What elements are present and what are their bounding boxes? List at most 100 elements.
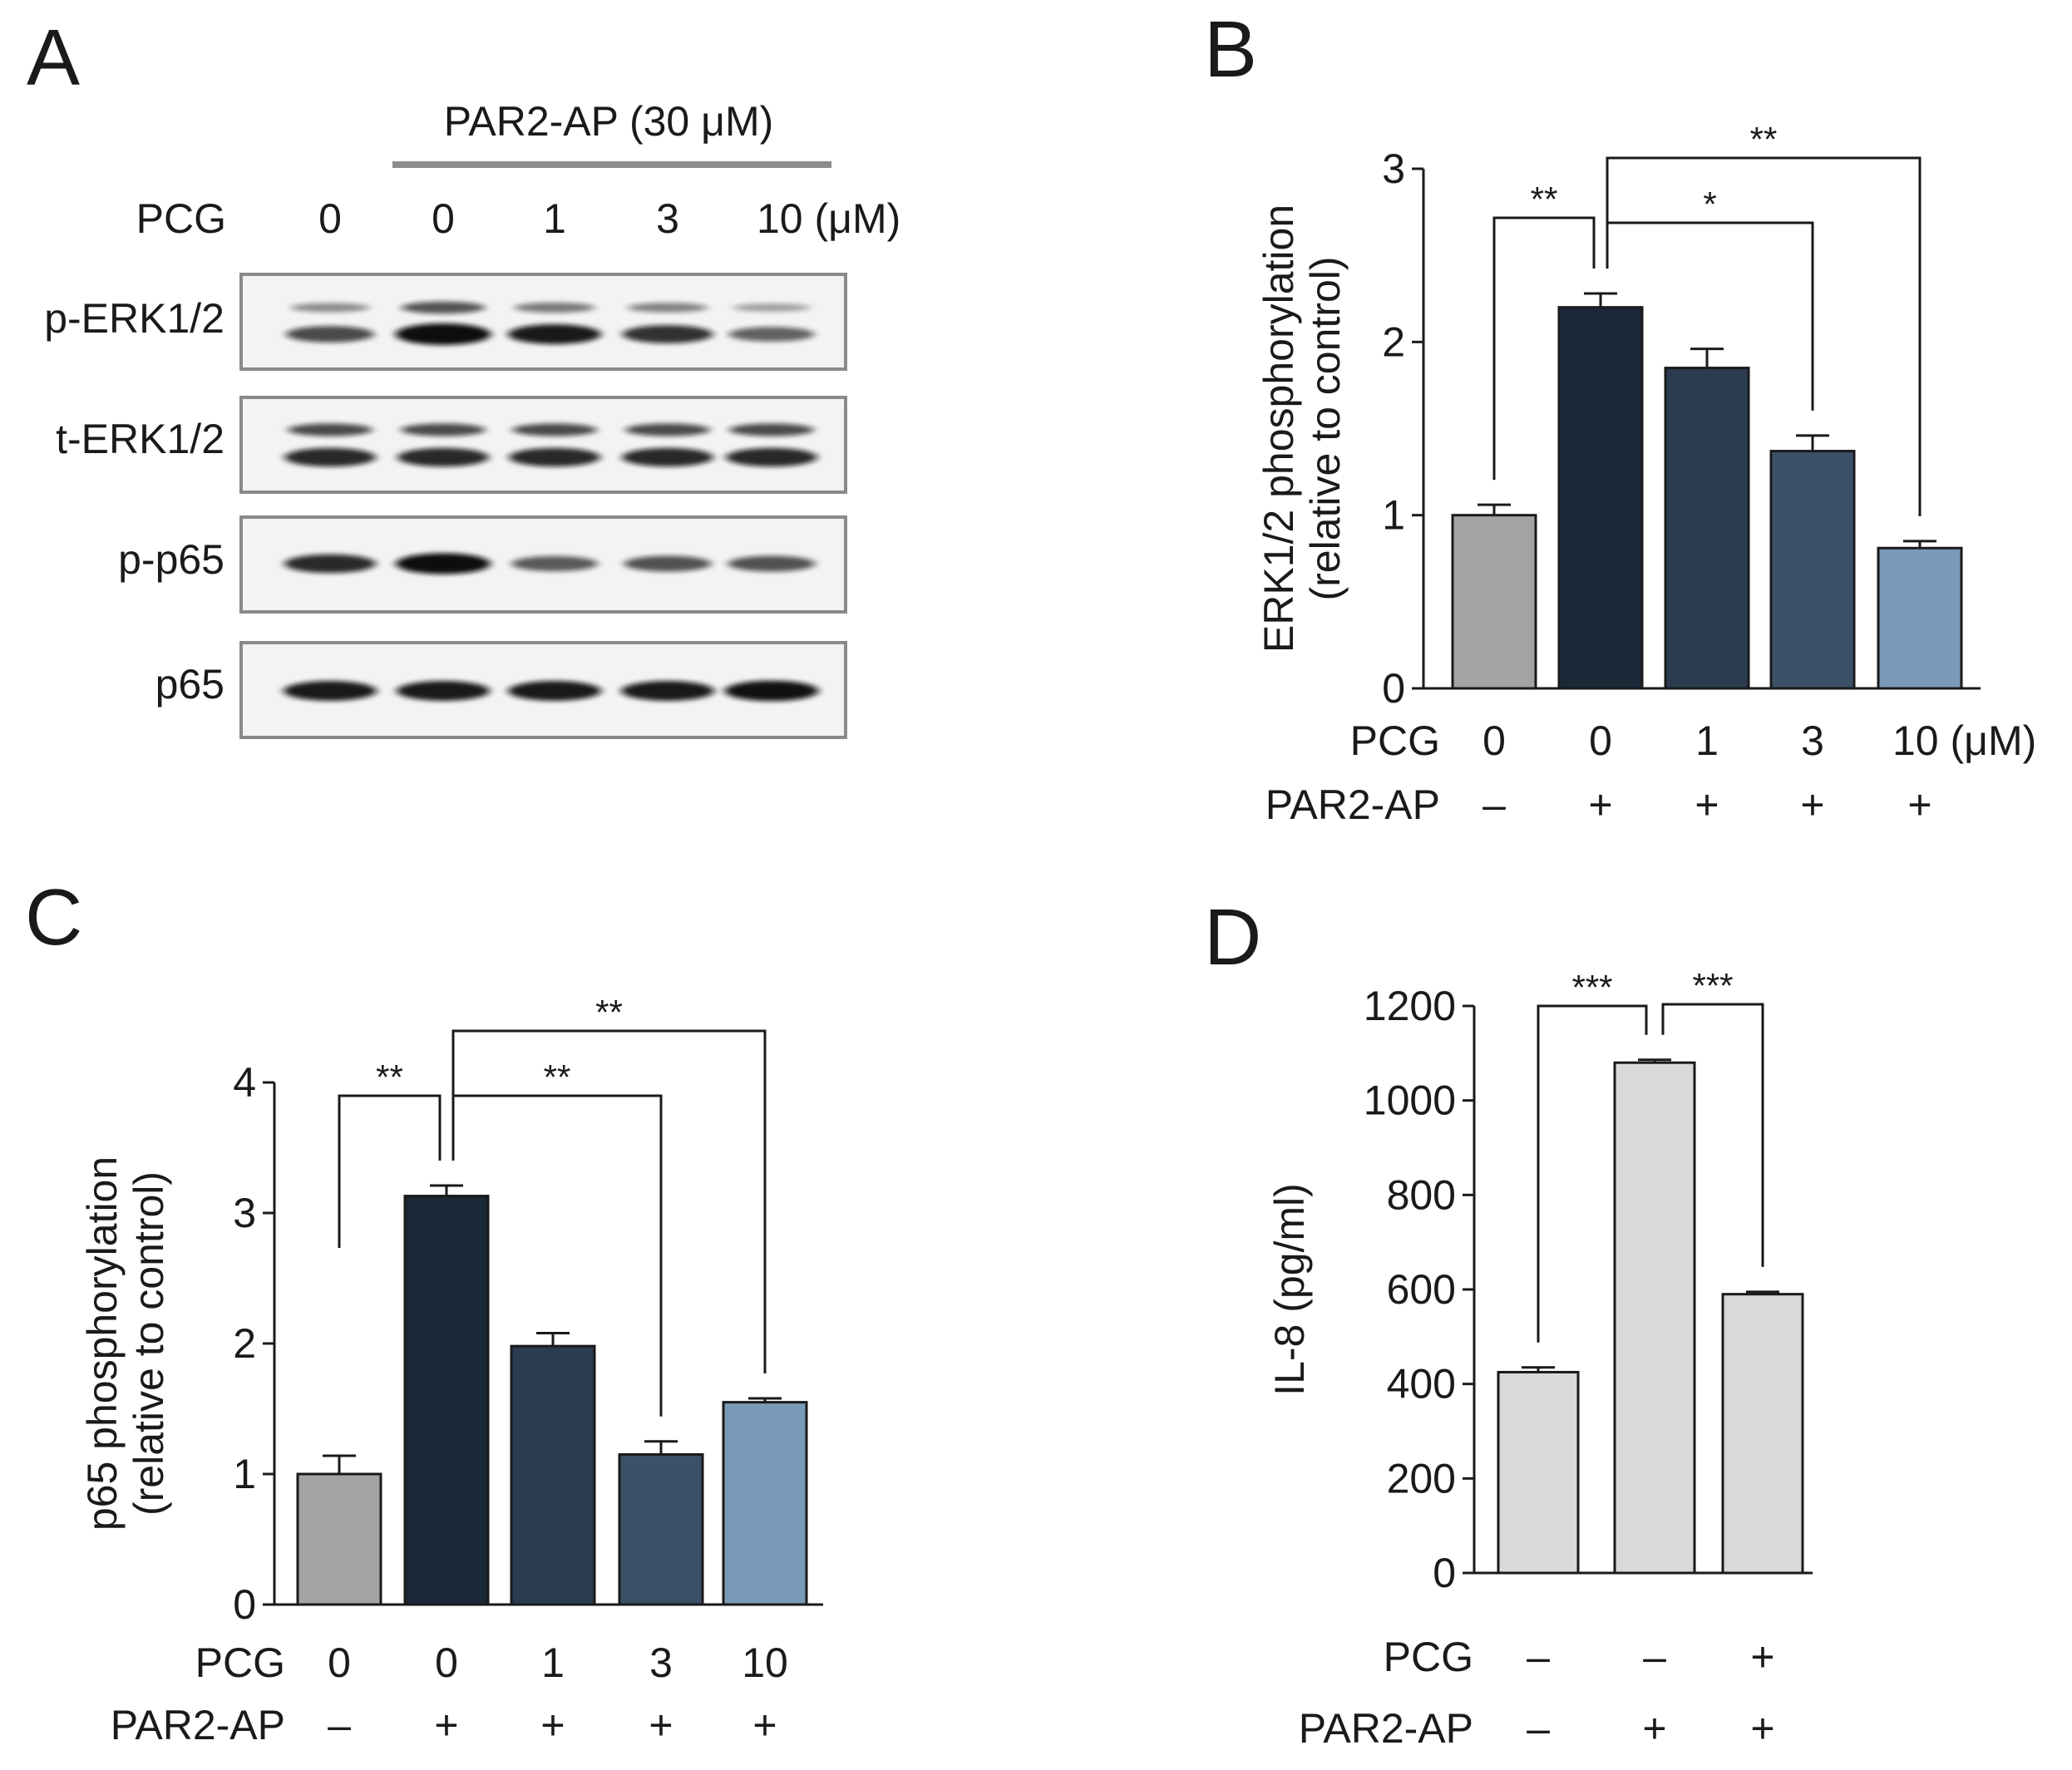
significance-bracket — [1606, 156, 1922, 516]
bar-5 — [1877, 546, 1963, 690]
chart-erk-phosphorylation: 0 1 2 3 ERK1/2 phosphorylation (relative to c… — [1256, 120, 2036, 828]
bar-2 — [403, 1195, 490, 1606]
significance-bracket — [451, 1029, 767, 1373]
y-tick-label: 0 — [1382, 665, 1405, 712]
y-tick-label: 800 — [1387, 1171, 1456, 1218]
blot-upper-band — [628, 303, 708, 313]
par2-ap-row-label: PAR2-AP — [111, 1702, 285, 1748]
bar-3 — [510, 1344, 596, 1606]
y-tick-label: 0 — [233, 1581, 256, 1628]
par2-ap-sign: – — [1527, 1705, 1550, 1752]
blot-band — [396, 553, 491, 574]
par2-ap-sign: + — [649, 1702, 673, 1748]
y-axis-label-secondary: (relative to control) — [1302, 256, 1349, 600]
blot-band — [284, 681, 377, 701]
y-axis-label: IL-8 (pg/ml) — [1266, 1183, 1313, 1396]
blot-upper-band — [401, 301, 486, 314]
y-tick-label: 3 — [1382, 145, 1405, 192]
lane-label-5: 10 (μM) — [757, 195, 900, 242]
bar-4 — [618, 1452, 704, 1606]
y-tick-label: 2 — [233, 1320, 256, 1367]
blot-upper-band — [290, 303, 370, 313]
significance-label: *** — [1692, 966, 1733, 1005]
lane-label-1: 0 — [318, 195, 342, 242]
blot-label-4: p65 — [155, 661, 224, 708]
par2-ap-sign: + — [1907, 781, 1931, 828]
bar-3 — [1664, 367, 1750, 690]
par2-ap-sign: + — [1588, 781, 1612, 828]
blot-band — [508, 324, 601, 344]
significance-label: ** — [1750, 120, 1778, 159]
y-tick-label: 0 — [1433, 1550, 1456, 1596]
pcg-dose-label: 0 — [435, 1639, 458, 1686]
pcg-dose-label: 3 — [649, 1639, 673, 1686]
significance-bracket — [338, 1094, 442, 1249]
blot-band — [624, 555, 712, 572]
significance-bracket — [1537, 1004, 1648, 1343]
bar-1 — [1451, 514, 1537, 690]
pcg-row-label: PCG — [136, 195, 226, 242]
y-tick-label: 1 — [1382, 492, 1405, 539]
pcg-dose-label: 3 — [1801, 717, 1824, 764]
blot-band — [397, 681, 490, 701]
par2-ap-row-label: PAR2-AP — [1265, 781, 1440, 828]
bar-1 — [296, 1472, 382, 1606]
significance-label: * — [1703, 185, 1716, 224]
y-axis-label: p65 phosphorylation — [79, 1156, 126, 1531]
par2-ap-sign: + — [752, 1702, 777, 1748]
pcg-dose-label: – — [1643, 1634, 1666, 1680]
panel-label-d: D — [1204, 893, 1261, 982]
pcg-row-label: PCG — [195, 1639, 285, 1686]
y-tick-label: 600 — [1387, 1266, 1456, 1313]
blot-label-3: p-p65 — [118, 536, 224, 583]
blot-band — [726, 447, 817, 467]
lane-label-3: 1 — [543, 195, 566, 242]
bar-1 — [1497, 1370, 1580, 1575]
blot-label-2: t-ERK1/2 — [56, 416, 224, 462]
blot-band — [395, 323, 491, 345]
bar-5 — [722, 1401, 808, 1606]
western-blot-panel: PAR2-AP (30 μM) PCG 0 0 1 3 10 (μM) p-ER… — [44, 98, 900, 739]
bar-3 — [1721, 1293, 1804, 1575]
y-tick-label: 200 — [1387, 1455, 1456, 1501]
lane-label-2: 0 — [432, 195, 455, 242]
y-tick-label: 1 — [233, 1451, 256, 1497]
y-tick-label: 1000 — [1364, 1077, 1456, 1124]
y-tick-label: 1200 — [1364, 983, 1456, 1029]
par2-ap-sign: + — [1695, 781, 1719, 828]
panel-label-b: B — [1204, 5, 1257, 94]
blot-upper-band — [514, 302, 595, 313]
blot-band — [397, 447, 489, 467]
blot-band — [622, 447, 713, 467]
par2-ap-sign: – — [1482, 781, 1506, 828]
pcg-dose-label: + — [1750, 1634, 1774, 1680]
par2-ap-sign: + — [434, 1702, 458, 1748]
significance-label: *** — [1571, 968, 1612, 1007]
blot-upper-band — [401, 423, 486, 436]
significance-label: ** — [595, 993, 623, 1032]
y-tick-label: 3 — [233, 1190, 256, 1236]
blot-band — [284, 554, 376, 574]
pcg-dose-label: 1 — [541, 1639, 565, 1686]
bar-4 — [1769, 450, 1856, 690]
significance-label: ** — [1531, 180, 1558, 219]
y-tick-label: 2 — [1382, 318, 1405, 365]
blot-band — [728, 555, 816, 572]
y-axis-label: ERK1/2 phosphorylation — [1256, 205, 1302, 653]
blot-band — [284, 447, 376, 467]
blot-band — [511, 555, 598, 572]
par2-ap-sign: + — [1642, 1705, 1666, 1752]
pcg-row-label: PCG — [1350, 717, 1440, 764]
significance-label: ** — [376, 1058, 403, 1097]
significance-bracket — [1492, 216, 1596, 481]
panel-label-c: C — [25, 873, 82, 962]
pcg-dose-label: 0 — [1482, 717, 1506, 764]
blot-upper-band — [733, 303, 811, 312]
pcg-dose-label: 10 — [742, 1639, 788, 1686]
par2-ap-sign: + — [1750, 1705, 1774, 1752]
pcg-dose-label: 10 (μM) — [1892, 717, 2036, 764]
pcg-dose-label: – — [1527, 1634, 1550, 1680]
blot-band — [724, 680, 819, 702]
blot-upper-band — [625, 423, 710, 436]
